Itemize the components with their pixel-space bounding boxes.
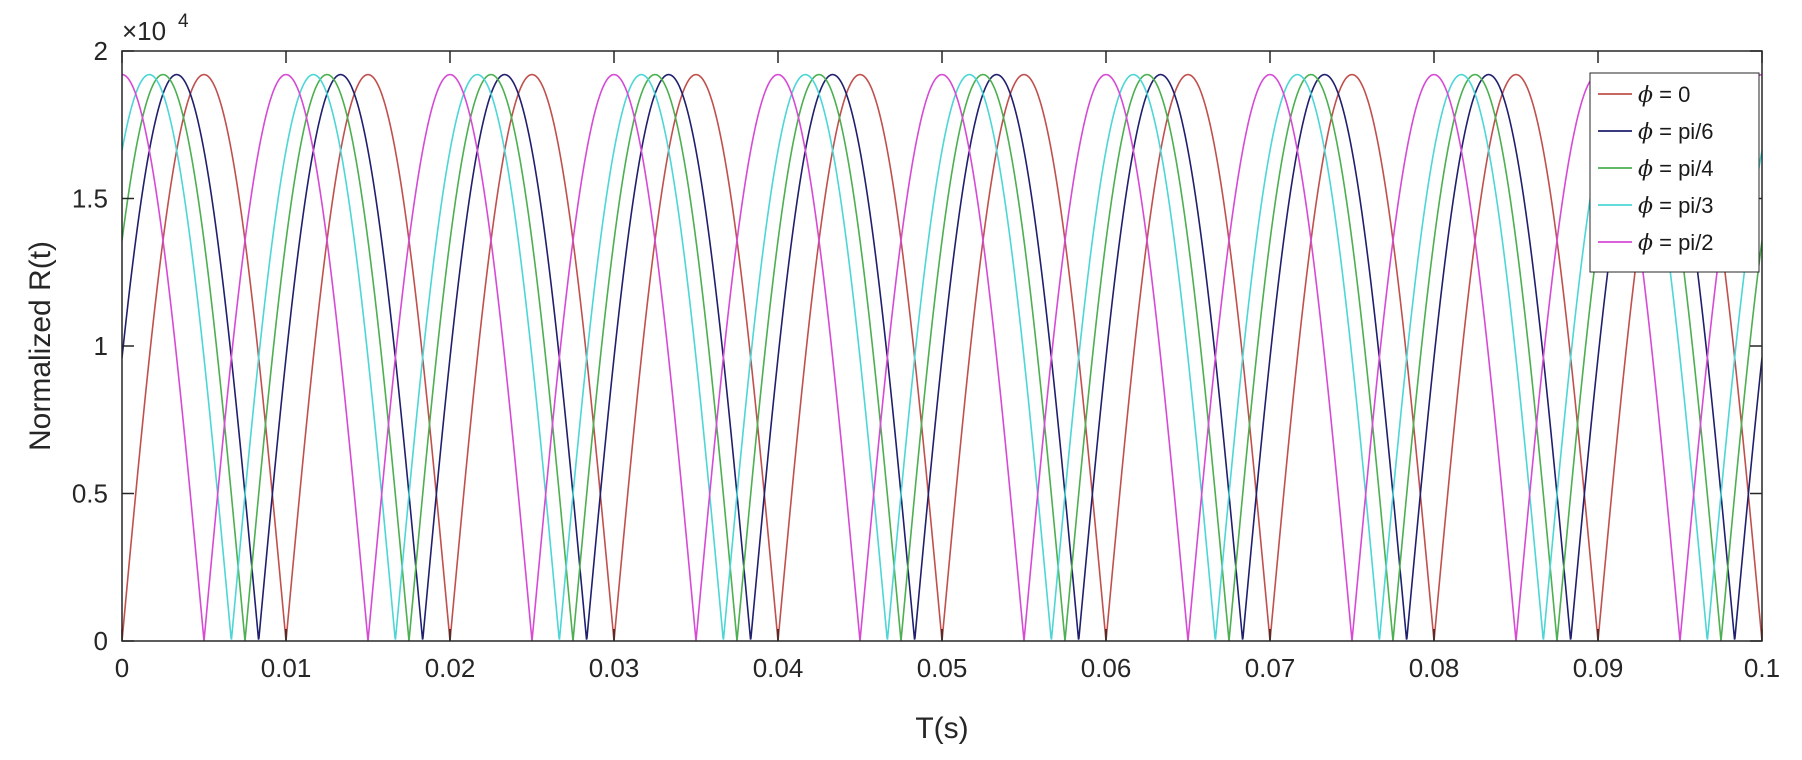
x-tick-label: 0 (115, 653, 129, 683)
legend-label: ϕ = pi/6 (1638, 119, 1714, 145)
x-axis-ticks: 0 0.01 0.02 0.03 0.04 0.05 0.06 0.07 0.08 0.09 0.1 (115, 51, 1780, 683)
y-tick-label: 1 (94, 331, 108, 361)
legend-label: ϕ = pi/2 (1638, 230, 1714, 256)
y-tick-label: 2 (94, 36, 108, 66)
x-tick-label: 0.03 (589, 653, 640, 683)
x-tick-label: 0.04 (753, 653, 804, 683)
legend-label: ϕ = 0 (1638, 82, 1690, 108)
x-tick-label: 0.1 (1744, 653, 1780, 683)
series-line-4 (122, 73, 1762, 641)
x-tick-label: 0.01 (261, 653, 312, 683)
series-line-3 (122, 73, 1762, 640)
legend-label: ϕ = pi/3 (1638, 193, 1714, 219)
y-exponent-power: 4 (178, 11, 189, 32)
y-exponent: ×10 4 (122, 11, 189, 46)
x-tick-label: 0.09 (1573, 653, 1624, 683)
y-tick-label: 0 (94, 626, 108, 656)
legend: ϕ = 0 ϕ = pi/6 ϕ = pi/4 ϕ = pi/3 ϕ = pi/2 (1589, 72, 1760, 273)
y-tick-label: 1.5 (72, 184, 108, 214)
plot-area (122, 51, 1762, 641)
x-tick-label: 0.08 (1409, 653, 1460, 683)
x-tick-label: 0.07 (1245, 653, 1296, 683)
x-tick-label: 0.05 (917, 653, 968, 683)
series-layer (122, 73, 1762, 641)
x-tick-label: 0.06 (1081, 653, 1132, 683)
legend-box (1589, 72, 1760, 273)
x-axis-label: T(s) (915, 712, 968, 745)
legend-label: ϕ = pi/4 (1638, 156, 1714, 182)
y-axis-ticks: 0 0.5 1 1.5 2 (72, 36, 1762, 656)
y-axis-label: Normalized R(t) (24, 241, 57, 451)
y-tick-label: 0.5 (72, 479, 108, 509)
y-exponent-base: ×10 (122, 16, 166, 46)
series-line-2 (122, 73, 1762, 641)
x-tick-label: 0.02 (425, 653, 476, 683)
